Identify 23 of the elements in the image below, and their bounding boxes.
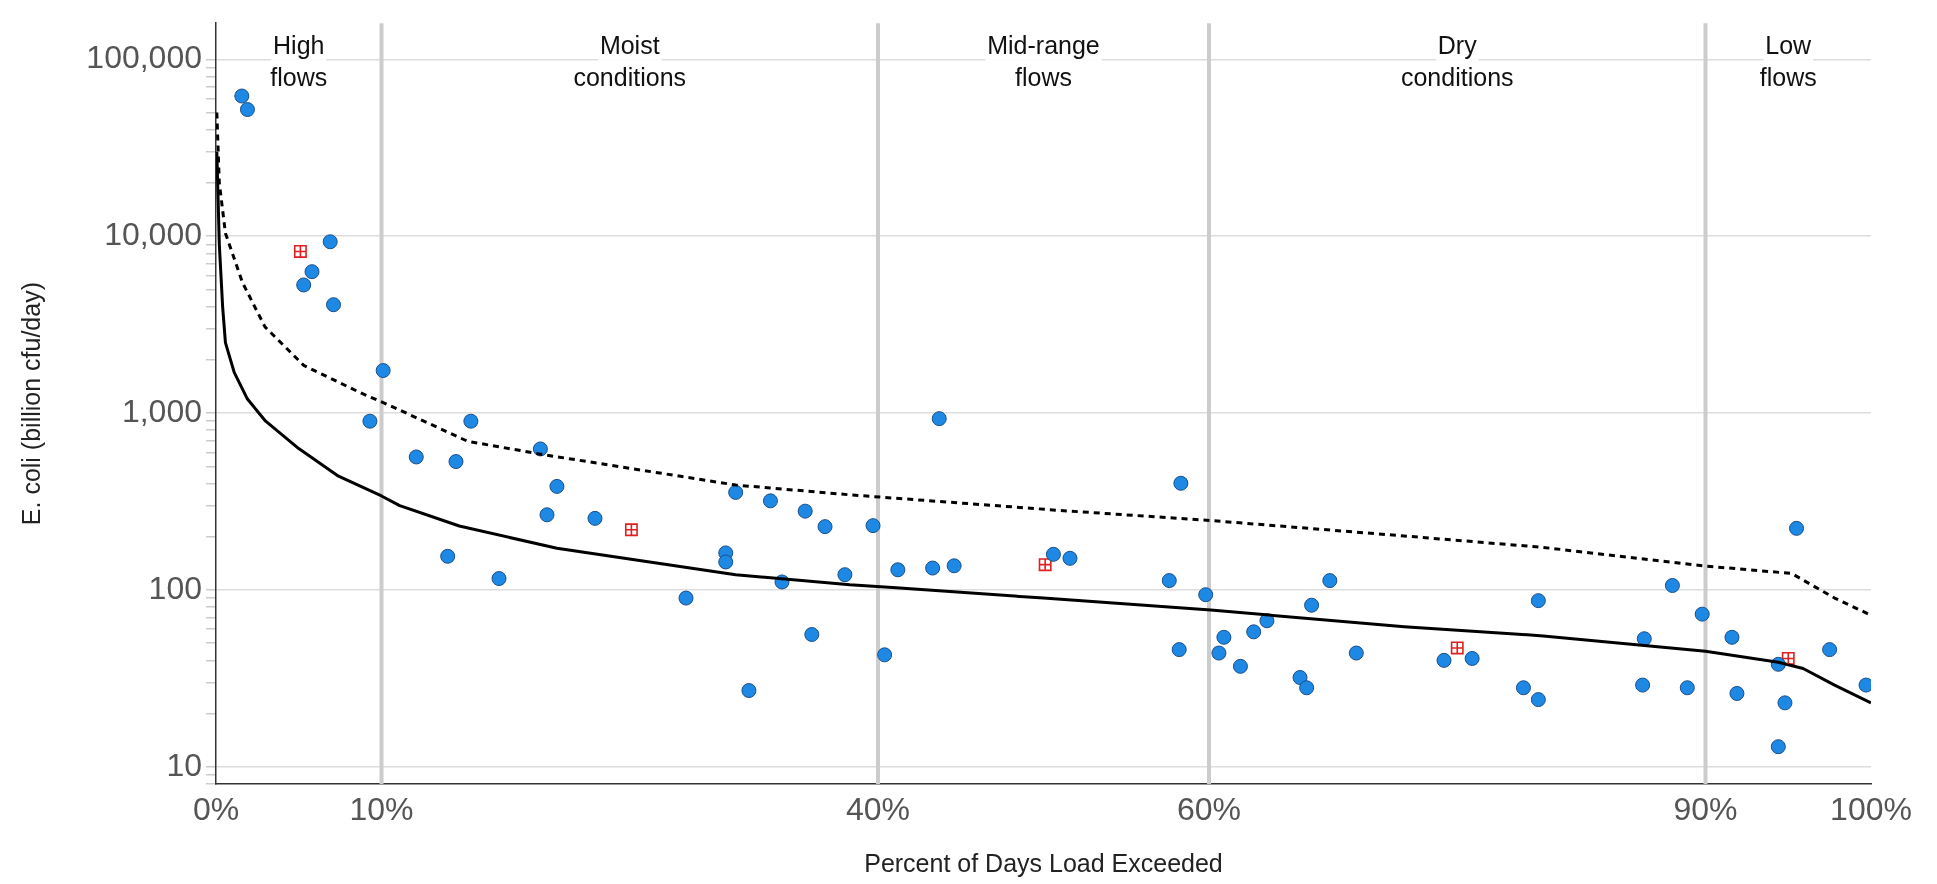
annotation: Dry conditions <box>1400 31 1514 92</box>
point <box>1038 558 1052 572</box>
y-axis-title: E. coli (billion cfu/day) <box>16 282 45 526</box>
annotation: Moist conditions <box>573 31 687 92</box>
annotation: Mid-range flows <box>987 31 1100 92</box>
point <box>624 523 638 537</box>
point <box>1781 652 1795 665</box>
annotation: Low flows <box>1759 31 1817 92</box>
point <box>1450 641 1464 655</box>
x-tick-label: 0% <box>192 791 240 828</box>
x-tick-label: 40% <box>845 791 911 828</box>
x-axis-title: Percent of Days Load Exceeded <box>864 848 1223 877</box>
x-tick-label: 100% <box>1830 791 1912 828</box>
y-tick-label: 1,000 <box>121 392 202 429</box>
y-tick-label: 100,000 <box>86 39 202 76</box>
y-tick-label: 100 <box>148 569 202 606</box>
y-tick-label: 10 <box>166 746 202 783</box>
annotation: High flows <box>270 31 328 92</box>
point <box>293 244 307 258</box>
x-tick-label: 10% <box>349 791 414 828</box>
y-tick-label: 10,000 <box>104 216 202 253</box>
x-tick-label: 90% <box>1673 791 1738 828</box>
x-tick-label: 60% <box>1176 791 1242 828</box>
